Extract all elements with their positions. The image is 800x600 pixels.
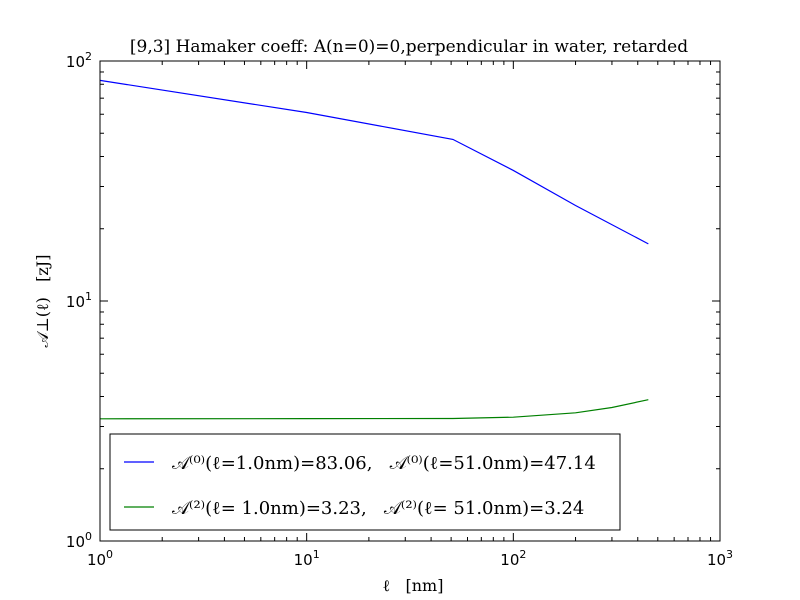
legend-box — [109, 433, 621, 531]
chart-title: [9,3] Hamaker coeff: A(n=0)=0,perpendicu… — [130, 37, 688, 57]
y-axis-label: 𝒜⊥(ℓ) [zJ] — [33, 255, 52, 348]
y-tick-label-0: 100 — [66, 530, 92, 551]
x-tick-label-1: 101 — [294, 548, 320, 569]
legend: 𝒜⁽⁰⁾(ℓ=1.0nm)=83.06, 𝒜⁽⁰⁾(ℓ=51.0nm)=47.1… — [109, 433, 621, 531]
x-tick-label-0: 100 — [87, 548, 113, 569]
x-axis-label: ℓ [nm] — [383, 576, 444, 595]
series-line-0 — [99, 79, 649, 245]
legend-label-series-0: 𝒜⁽⁰⁾(ℓ=1.0nm)=83.06, 𝒜⁽⁰⁾(ℓ=51.0nm)=47.1… — [172, 453, 596, 474]
legend-label-series-1: 𝒜⁽²⁾(ℓ= 1.0nm)=3.23, 𝒜⁽²⁾(ℓ= 51.0nm)=3.2… — [172, 498, 584, 519]
ticks-layer — [99, 60, 721, 542]
plot-frame — [99, 60, 721, 542]
y-tick-label-2: 102 — [66, 50, 92, 71]
series-line-1 — [99, 399, 649, 420]
x-tick-label-2: 102 — [500, 548, 526, 569]
x-tick-label-3: 103 — [707, 548, 733, 569]
series-layer — [99, 79, 649, 420]
y-tick-label-1: 101 — [66, 290, 92, 311]
